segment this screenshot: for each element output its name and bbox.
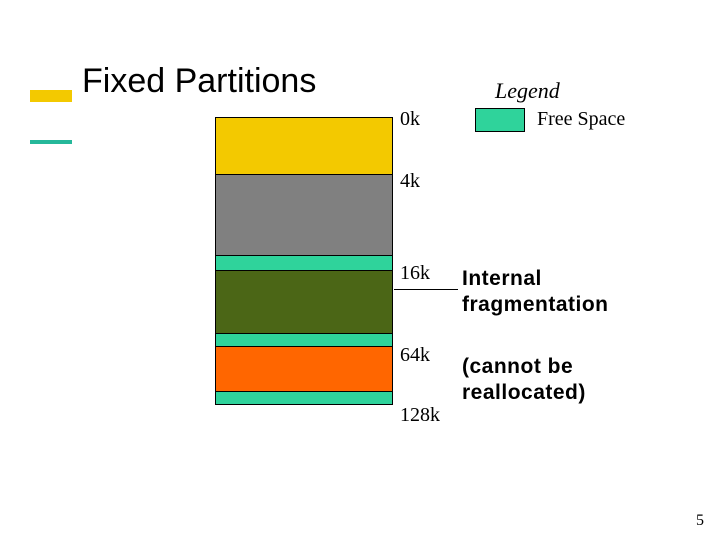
callout-frag-line2: fragmentation	[462, 293, 609, 316]
slide: Fixed Partitions Legend Free Space 0k 4k…	[0, 0, 720, 540]
mem-label-0k: 0k	[400, 108, 420, 131]
legend-label: Free Space	[537, 108, 625, 131]
mem-block-3	[215, 270, 393, 334]
mem-block-5	[215, 346, 393, 392]
mem-block-4	[215, 333, 393, 347]
callout-frag: Internal fragmentation	[462, 266, 609, 319]
mem-block-6	[215, 391, 393, 405]
page-title: Fixed Partitions	[82, 62, 316, 101]
callout-cannot-line1: (cannot be	[462, 355, 573, 378]
mem-block-0	[215, 117, 393, 175]
memory-stack	[215, 118, 393, 405]
callout-frag-line1: Internal	[462, 267, 542, 290]
mem-label-4k: 4k	[400, 170, 420, 193]
callout-cannot-line2: reallocated)	[462, 381, 586, 404]
callout-cannot: (cannot be reallocated)	[462, 354, 586, 407]
title-underline-icon	[30, 140, 72, 144]
mem-label-64k: 64k	[400, 344, 430, 367]
legend-swatch	[475, 108, 525, 132]
mem-label-16k: 16k	[400, 262, 430, 285]
mem-block-2	[215, 255, 393, 271]
page-number: 5	[696, 512, 704, 530]
mem-block-1	[215, 174, 393, 256]
mem-label-128k: 128k	[400, 404, 440, 427]
callout-line	[394, 289, 458, 290]
title-bullet-icon	[30, 90, 72, 102]
legend-title: Legend	[495, 78, 560, 104]
